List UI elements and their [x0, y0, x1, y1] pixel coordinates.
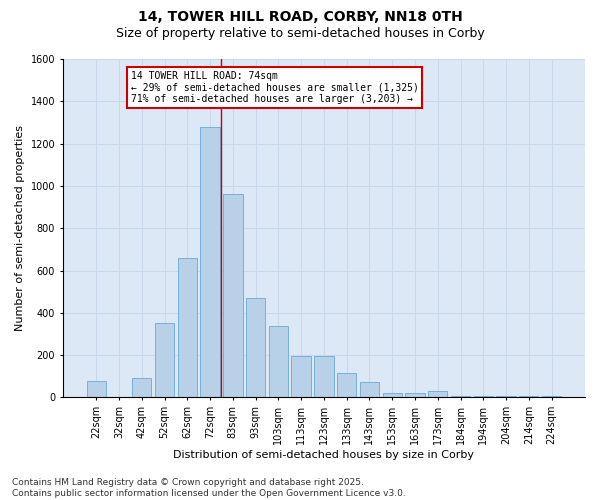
Bar	[314, 356, 334, 398]
Bar	[155, 324, 174, 398]
Bar	[406, 393, 425, 398]
Bar	[496, 396, 516, 398]
Bar	[473, 396, 493, 398]
Bar	[246, 298, 265, 398]
Bar	[269, 326, 288, 398]
Bar	[132, 378, 151, 398]
Text: Contains HM Land Registry data © Crown copyright and database right 2025.
Contai: Contains HM Land Registry data © Crown c…	[12, 478, 406, 498]
Text: 14, TOWER HILL ROAD, CORBY, NN18 0TH: 14, TOWER HILL ROAD, CORBY, NN18 0TH	[137, 10, 463, 24]
Bar	[383, 393, 402, 398]
Bar	[451, 396, 470, 398]
Bar	[337, 373, 356, 398]
Text: 14 TOWER HILL ROAD: 74sqm
← 29% of semi-detached houses are smaller (1,325)
71% : 14 TOWER HILL ROAD: 74sqm ← 29% of semi-…	[131, 71, 419, 104]
Bar	[428, 391, 448, 398]
Bar	[542, 396, 561, 398]
Bar	[200, 126, 220, 398]
Bar	[223, 194, 242, 398]
Bar	[86, 380, 106, 398]
Bar	[178, 258, 197, 398]
Bar	[519, 396, 538, 398]
Text: Size of property relative to semi-detached houses in Corby: Size of property relative to semi-detach…	[116, 28, 484, 40]
X-axis label: Distribution of semi-detached houses by size in Corby: Distribution of semi-detached houses by …	[173, 450, 475, 460]
Y-axis label: Number of semi-detached properties: Number of semi-detached properties	[15, 125, 25, 331]
Bar	[292, 356, 311, 398]
Bar	[360, 382, 379, 398]
